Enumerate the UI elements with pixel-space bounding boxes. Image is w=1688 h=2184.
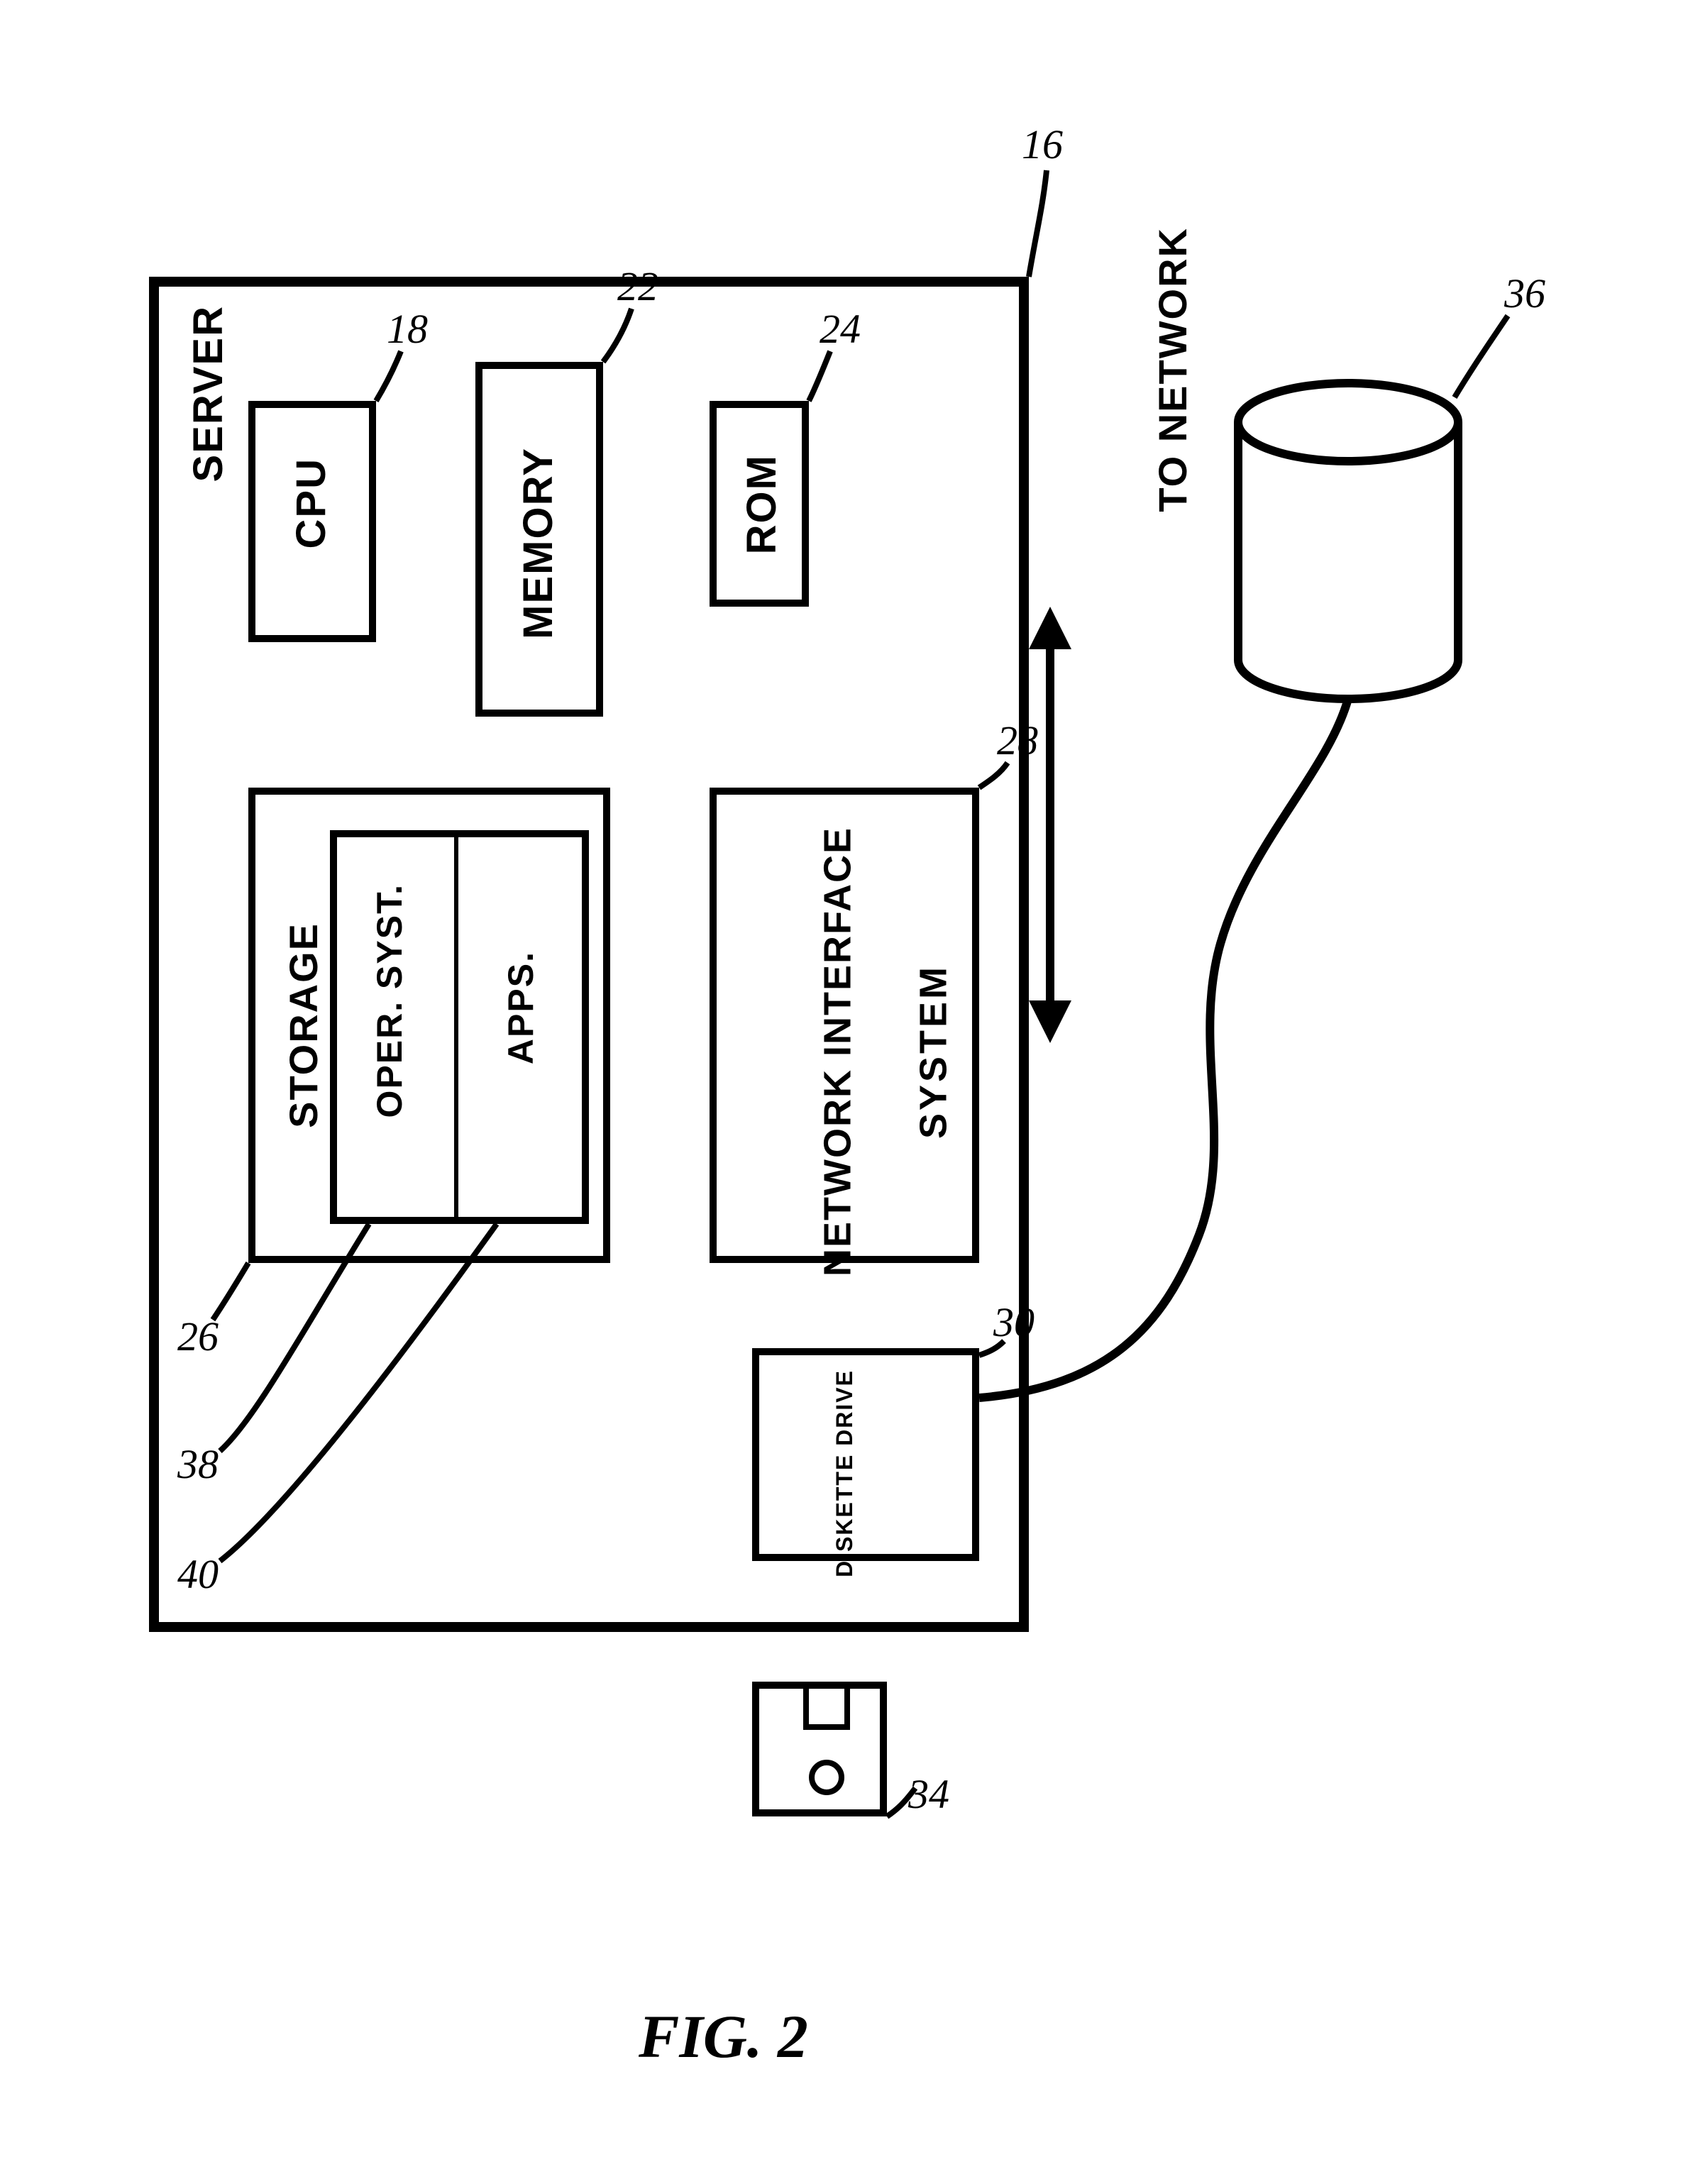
storage-os-label: OPER. SYST. [369, 883, 410, 1118]
storage-label: STORAGE [280, 922, 326, 1128]
ref-28: 28 [997, 717, 1038, 764]
storage-divider [454, 830, 458, 1224]
rom-label: ROM [738, 454, 785, 554]
ref-38: 38 [177, 1440, 219, 1488]
ref-24: 24 [820, 305, 861, 353]
diagram-canvas: SERVER CPU MEMORY ROM NETWORK INTERFACE … [0, 0, 1688, 2184]
ref-22: 22 [617, 263, 658, 310]
server-title: SERVER [184, 305, 232, 482]
network-interface-label: NETWORK INTERFACE SYSTEM [766, 827, 1006, 1325]
storage-apps-label: APPS. [500, 951, 541, 1064]
cpu-label: CPU [287, 458, 335, 548]
nis-line2: SYSTEM [912, 964, 955, 1139]
nis-line1: NETWORK INTERFACE [817, 827, 859, 1276]
ref-36: 36 [1504, 270, 1545, 317]
ref-30: 30 [993, 1298, 1035, 1346]
memory-label: MEMORY [514, 447, 562, 639]
ref-18: 18 [387, 305, 428, 353]
diskette-icon [752, 1682, 887, 1816]
ref-16: 16 [1022, 121, 1063, 168]
figure-caption: FIG. 2 [639, 2001, 808, 2072]
ref-40: 40 [177, 1550, 219, 1598]
to-network-label: TO NETWORK [1149, 227, 1196, 512]
diskette-drive-label: DISKETTE DRIVE [802, 1369, 887, 1608]
dd-line: DISKETTE DRIVE [832, 1369, 857, 1577]
ref-34: 34 [908, 1770, 949, 1818]
ref-26: 26 [177, 1313, 219, 1360]
